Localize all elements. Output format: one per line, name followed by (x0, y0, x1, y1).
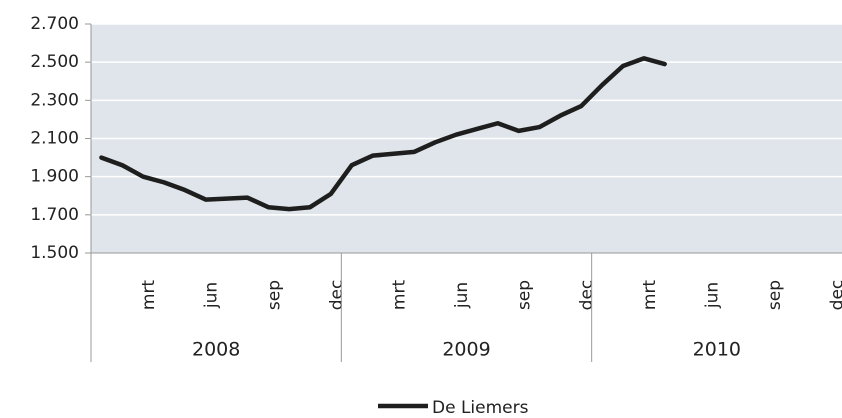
x-tick-label: mrt (640, 280, 660, 311)
line-series (99, 56, 667, 212)
x-tick-label: jun (702, 282, 722, 309)
x-tick-label: sep (515, 280, 535, 310)
x-tick-label: jun (202, 282, 222, 309)
y-tick-label: 2.500 (30, 52, 79, 72)
y-tick-label: 2.100 (30, 129, 79, 149)
legend-label: De Liemers (432, 398, 529, 418)
y-tick-label: 1.700 (30, 205, 79, 225)
x-tick-label: jun (452, 282, 472, 309)
x-group-label: 2008 (192, 339, 240, 361)
x-tick-label: dec (577, 280, 597, 311)
x-tick-label: sep (765, 280, 785, 310)
x-group-label: 2010 (693, 339, 741, 361)
y-tick-label: 1.900 (30, 167, 79, 187)
x-tick-label: dec (327, 280, 347, 311)
y-tick-label: 2.300 (30, 90, 79, 110)
x-tick-label: mrt (389, 280, 409, 311)
x-tick-label: sep (264, 280, 284, 310)
y-tick-label: 2.700 (30, 14, 79, 34)
y-tick-label: 1.500 (30, 243, 79, 263)
x-group-label: 2009 (442, 339, 490, 361)
x-tick-label: dec (828, 280, 842, 311)
x-tick-label: mrt (139, 280, 159, 311)
